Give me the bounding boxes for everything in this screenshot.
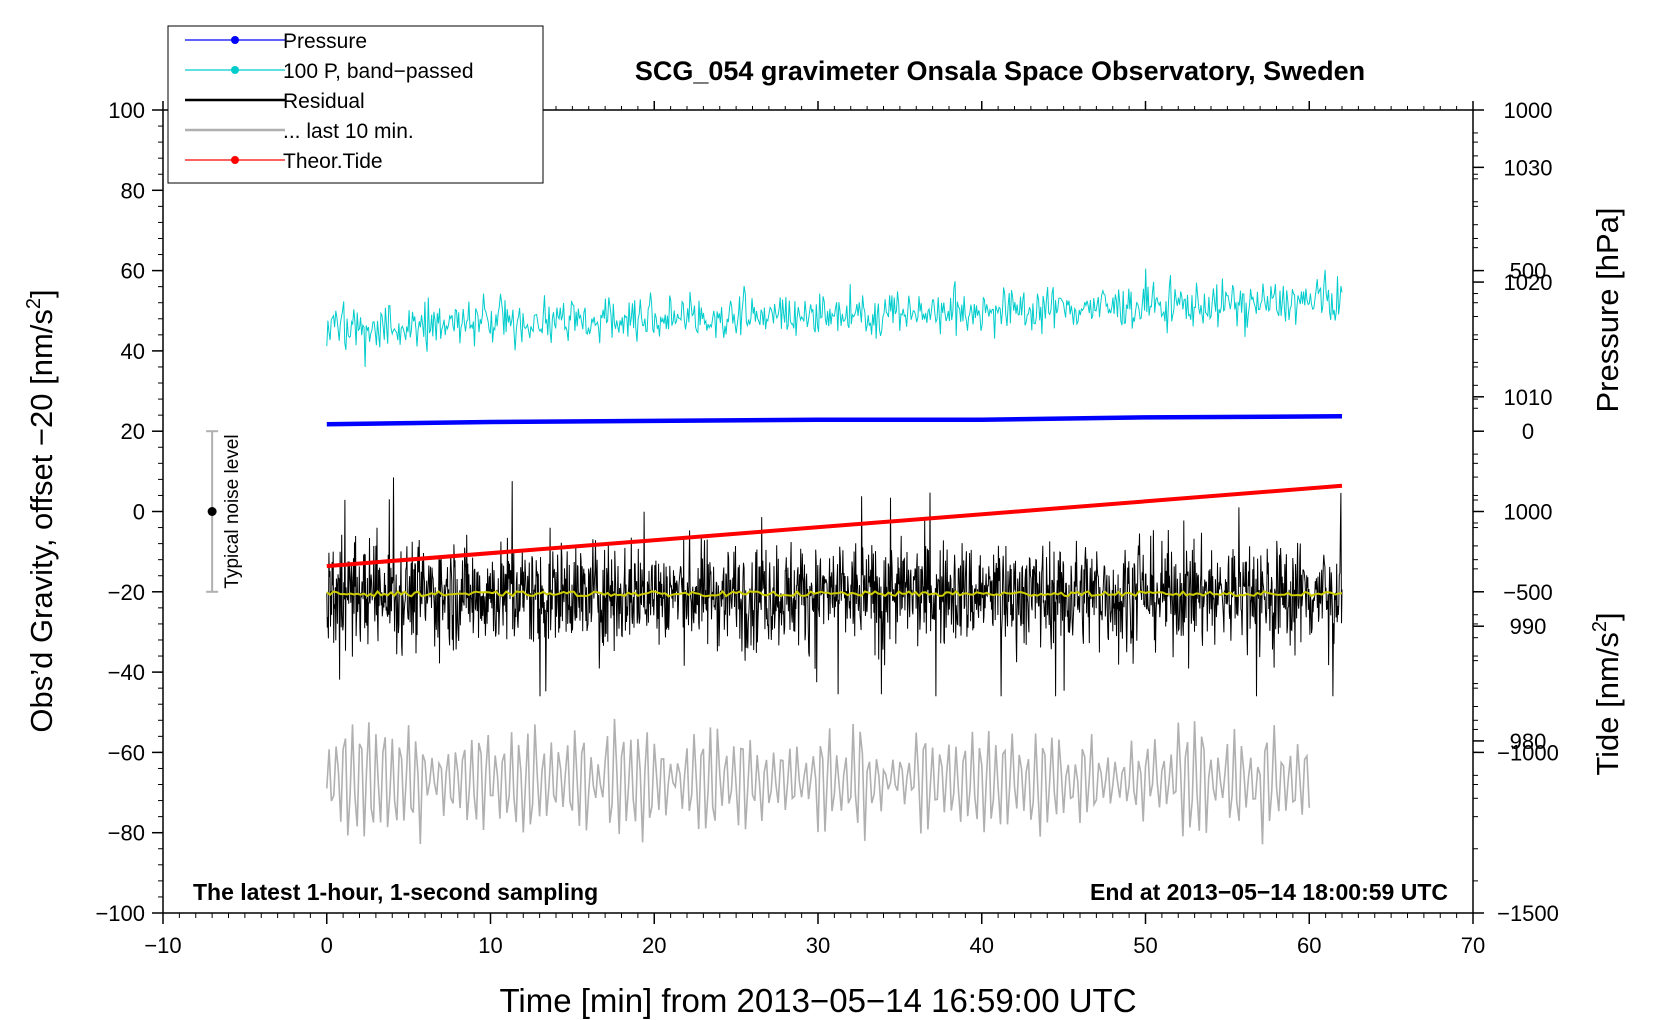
y-axis-label-left-end: ] [24,289,59,298]
x-tick-label: 10 [478,933,502,958]
y-tick-label: −60 [108,740,145,765]
series-pressure [326,414,1343,427]
legend-label: 100 P, band−passed [283,60,474,83]
series-residual-smoothed [326,589,1343,598]
legend-label: ... last 10 min. [283,120,414,143]
y-tick-label: 80 [121,178,145,203]
y-axis-label-left: Obs’d Gravity, offset −20 [nm/s2] [23,289,59,732]
x-tick-label: −10 [144,933,181,958]
y-tick-label: 0 [133,500,145,525]
legend: Pressure 100 P, band−passed Residual ... la… [167,25,544,184]
annotation-right: End at 2013−05−14 18:00:59 UTC [1090,879,1448,905]
x-tick-label: 50 [1133,933,1157,958]
series-bandpassed-pressure [326,268,1343,368]
series-theoretical-tide [326,483,1343,569]
series-layer [326,268,1343,845]
legend-label: Pressure [283,30,367,53]
noise-level-bar [206,430,219,593]
annotation-left: The latest 1-hour, 1-second sampling [193,879,598,905]
y-tick-label: −20 [108,580,145,605]
pressure-tick-label: 1010 [1504,385,1553,410]
y-tick-label: −40 [108,660,145,685]
x-tick-label: 60 [1297,933,1321,958]
series-last-10-min [326,718,1311,845]
noise-level-label: Typical noise level [222,434,243,588]
tide-tick-label: −1000 [1497,740,1559,765]
x-tick-label: 70 [1461,933,1485,958]
y-tick-label: 60 [121,259,145,284]
y-axis-label-left-main: Obs’d Gravity, offset −20 [nm/s [24,309,59,733]
chart-title: SCG_054 gravimeter Onsala Space Observat… [635,56,1365,86]
y-axis-label-left-sup: 2 [23,298,45,309]
tide-tick-label: 1000 [1504,98,1553,123]
legend-label: Theor.Tide [283,150,383,173]
pressure-tick-label: 1030 [1504,155,1553,180]
x-tick-label: 40 [970,933,994,958]
y-axis-label-tide: Tide [nm/s2] [1589,612,1625,775]
tide-tick-label: −1500 [1497,901,1559,926]
legend-marker [231,156,239,164]
y-tick-label: −100 [95,901,145,926]
tide-tick-label: −500 [1503,580,1553,605]
legend-box [167,25,544,184]
legend-marker [231,66,239,74]
pressure-tick-label: 990 [1510,614,1547,639]
series-residual [326,477,1343,697]
legend-marker [231,36,239,44]
x-axis-label: Time [min] from 2013−05−14 16:59:00 UTC [499,982,1136,1019]
y-tick-label: 20 [121,419,145,444]
x-tick-label: 30 [806,933,830,958]
axis-ticks: −10 0 10 20 30 40 50 60 70100806040200−20−40−60−… [95,98,1558,958]
y-tick-label: 40 [121,339,145,364]
tide-tick-label: 0 [1522,419,1534,444]
pressure-tick-label: 980 [1510,729,1547,754]
y-tick-label: 100 [108,98,145,123]
noise-bar-center [207,507,217,516]
legend-label: Residual [283,90,365,113]
y-axis-label-pressure: Pressure [hPa] [1590,207,1625,412]
tide-tick-label: 500 [1510,259,1547,284]
x-tick-label: 0 [321,933,333,958]
y-axis-label-tide-end: ] [1590,612,1625,621]
y-tick-label: −80 [108,821,145,846]
y-axis-label-tide-main: Tide [nm/s [1590,632,1625,776]
y-axis-label-tide-sup: 2 [1589,621,1611,632]
pressure-tick-label: 1020 [1504,270,1553,295]
x-tick-label: 20 [642,933,666,958]
pressure-tick-label: 1000 [1504,500,1553,525]
